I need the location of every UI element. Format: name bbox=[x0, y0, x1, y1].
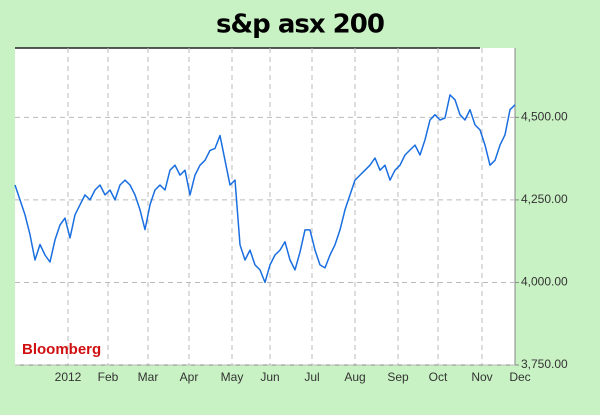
plot-area bbox=[15, 48, 515, 365]
x-tick-label: Sep bbox=[387, 370, 409, 384]
x-tick-label: Dec bbox=[509, 370, 530, 384]
x-tick-label: 2012 bbox=[55, 370, 82, 384]
x-tick-label: May bbox=[221, 370, 244, 384]
x-tick-label: Nov bbox=[471, 370, 492, 384]
x-tick-label: Apr bbox=[180, 370, 199, 384]
y-tick-label: 4,250.00 bbox=[521, 192, 568, 206]
x-tick-label: Aug bbox=[344, 370, 365, 384]
x-tick-label: Jun bbox=[260, 370, 279, 384]
y-tick-label: 4,500.00 bbox=[521, 110, 568, 124]
chart-title: s&p asx 200 bbox=[216, 10, 384, 40]
y-tick-label: 4,000.00 bbox=[521, 275, 568, 289]
x-tick-label: Mar bbox=[138, 370, 159, 384]
x-tick-label: Jul bbox=[304, 370, 319, 384]
x-tick-label: Feb bbox=[98, 370, 119, 384]
x-tick-label: Oct bbox=[429, 370, 448, 384]
source-annotation: Bloomberg bbox=[22, 341, 101, 358]
price-line bbox=[14, 94, 516, 284]
y-tick-label: 3,750.00 bbox=[521, 357, 568, 371]
